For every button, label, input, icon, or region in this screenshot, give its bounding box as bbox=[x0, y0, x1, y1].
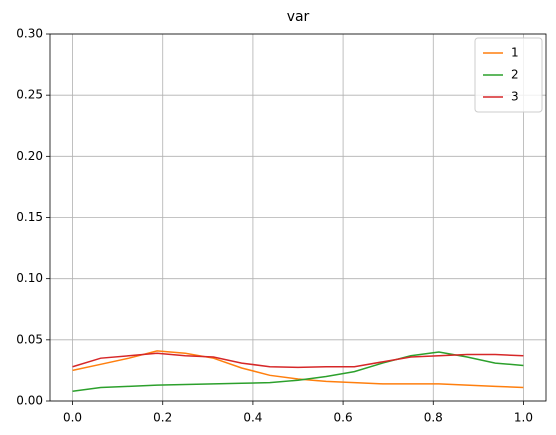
x-tick-label: 0.2 bbox=[153, 411, 172, 425]
x-tick-label: 0.4 bbox=[243, 411, 262, 425]
y-tick-label: 0.05 bbox=[16, 332, 43, 346]
legend-label: 2 bbox=[511, 68, 519, 82]
y-tick-label: 0.15 bbox=[16, 210, 43, 224]
y-tick-label: 0.30 bbox=[16, 27, 43, 41]
x-tick-label: 1.0 bbox=[514, 411, 533, 425]
x-tick-label: 0.0 bbox=[63, 411, 82, 425]
y-tick-label: 0.20 bbox=[16, 149, 43, 163]
plot-frame bbox=[49, 33, 547, 402]
y-tick-label: 0.00 bbox=[16, 394, 43, 408]
legend-label: 1 bbox=[511, 46, 519, 60]
series-line bbox=[72, 350, 524, 389]
y-tick-label: 0.25 bbox=[16, 88, 43, 102]
legend-label: 3 bbox=[511, 90, 519, 104]
y-tick-label: 0.10 bbox=[16, 271, 43, 285]
x-tick-label: 0.6 bbox=[334, 411, 353, 425]
series-line bbox=[72, 351, 524, 392]
legend-box bbox=[474, 37, 543, 113]
chart-title: var bbox=[287, 9, 310, 25]
x-tick-label: 0.8 bbox=[424, 411, 443, 425]
series-line bbox=[72, 352, 524, 369]
